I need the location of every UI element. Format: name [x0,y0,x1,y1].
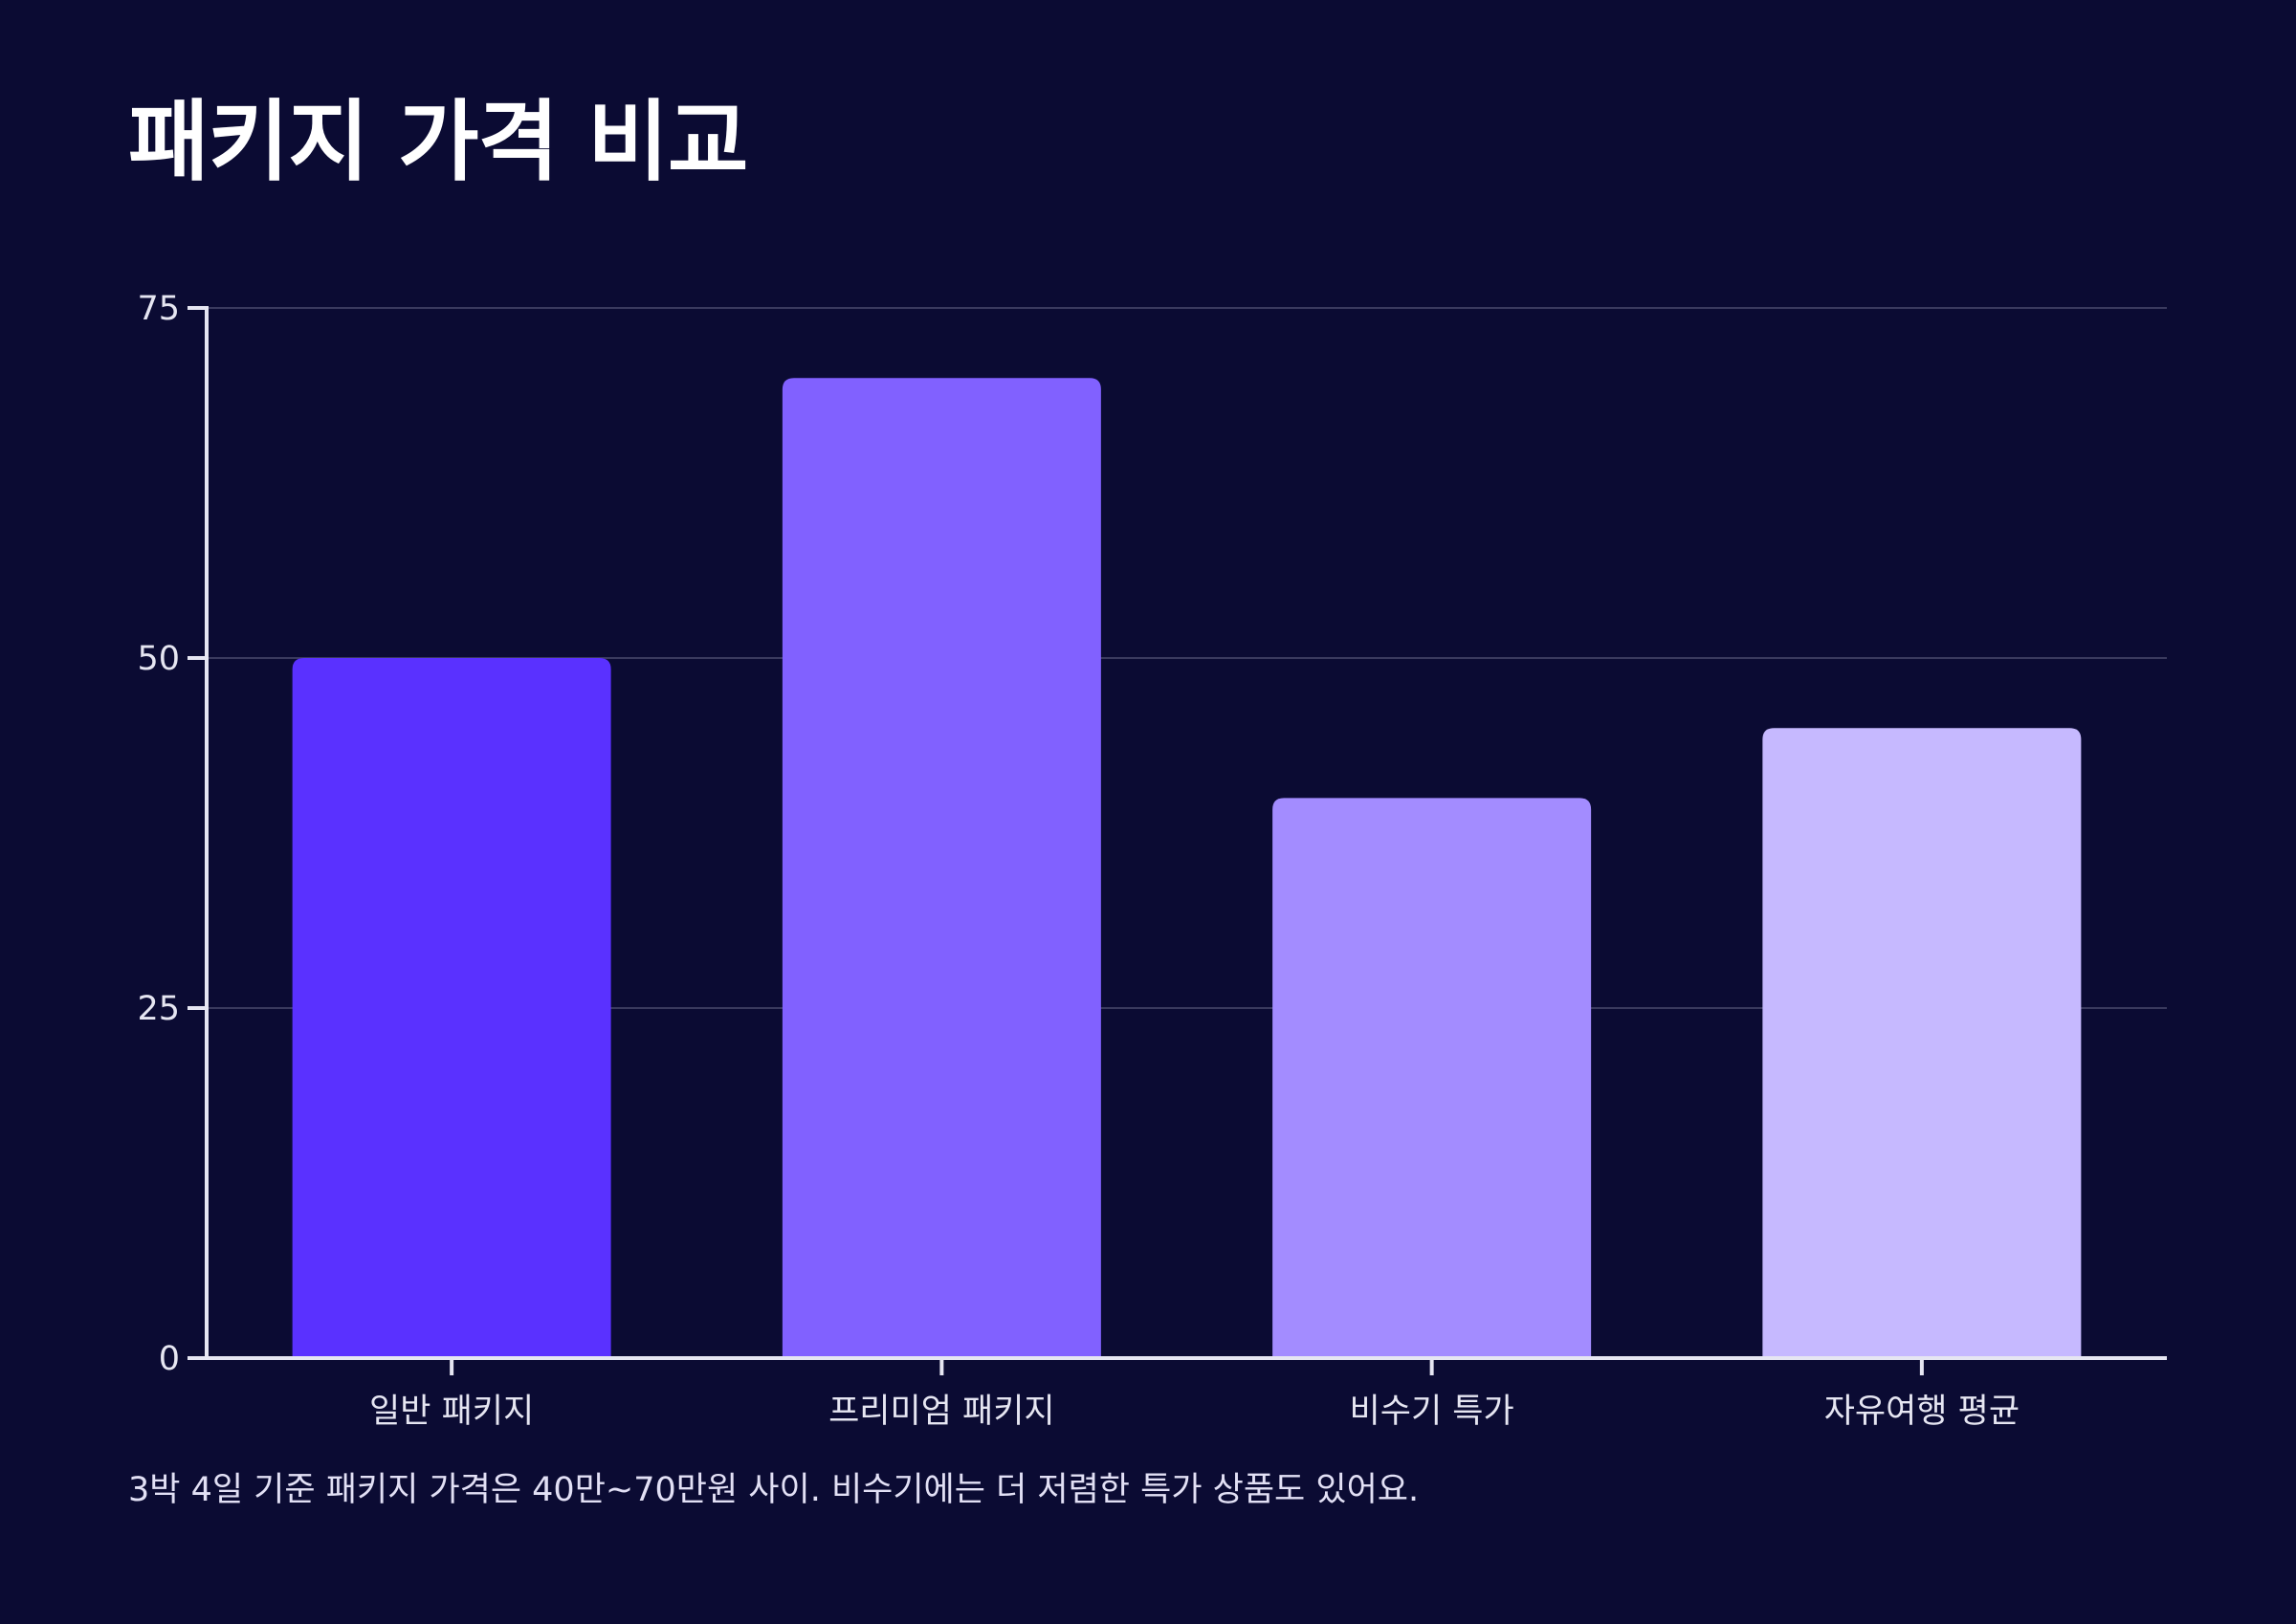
bar [782,378,1101,1359]
y-tick-label: 75 [137,290,180,328]
x-tick-label: 프리미엄 패키지 [828,1393,1055,1431]
bars [292,378,2082,1359]
y-tick-label: 25 [137,990,180,1028]
chart-caption: 3박 4일 기준 패키지 가격은 40만~70만원 사이. 비수기에는 더 저렴… [128,1471,1420,1509]
y-tick-label: 0 [159,1340,180,1378]
bar [292,658,611,1358]
chart-title: 패키지 가격 비교 [128,91,749,193]
tick-labels: 0 25 50 75 일반 패키지 프리미엄 패키지 비수기 특가 자유여행 평균 [137,290,2020,1431]
axes [188,306,2167,1375]
x-tick-label: 일반 패키지 [369,1393,534,1431]
bar [1272,798,1592,1358]
y-tick-label: 50 [137,640,180,678]
x-tick-label: 자유여행 평균 [1824,1393,2020,1431]
bar [1762,728,2082,1358]
x-tick-label: 비수기 특가 [1350,1393,1514,1431]
